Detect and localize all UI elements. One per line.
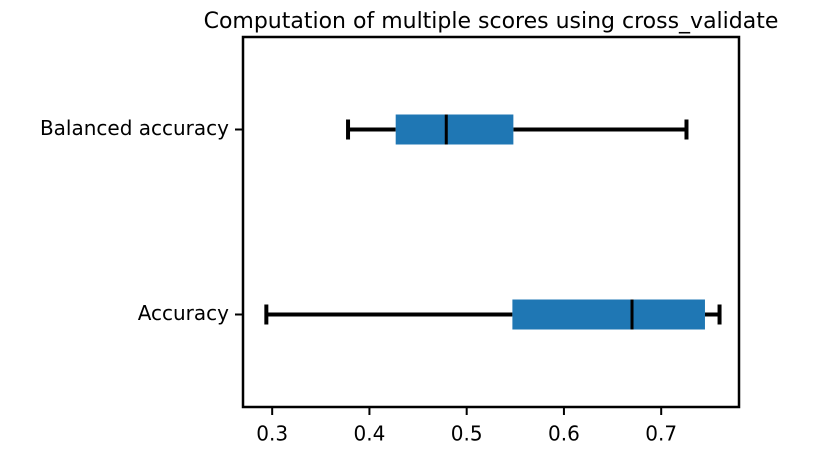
x-tick-label: 0.3 [256, 422, 288, 446]
box [512, 299, 705, 330]
y-tick-label: Accuracy [138, 301, 229, 325]
box [395, 114, 514, 145]
y-tick-label: Balanced accuracy [40, 116, 229, 140]
x-tick-label: 0.6 [548, 422, 580, 446]
axes-frame [241, 35, 741, 409]
x-tick-label: 0.5 [451, 422, 483, 446]
x-tick-label: 0.4 [354, 422, 386, 446]
chart-title: Computation of multiple scores using cro… [204, 9, 779, 34]
x-tick-label: 0.7 [645, 422, 677, 446]
